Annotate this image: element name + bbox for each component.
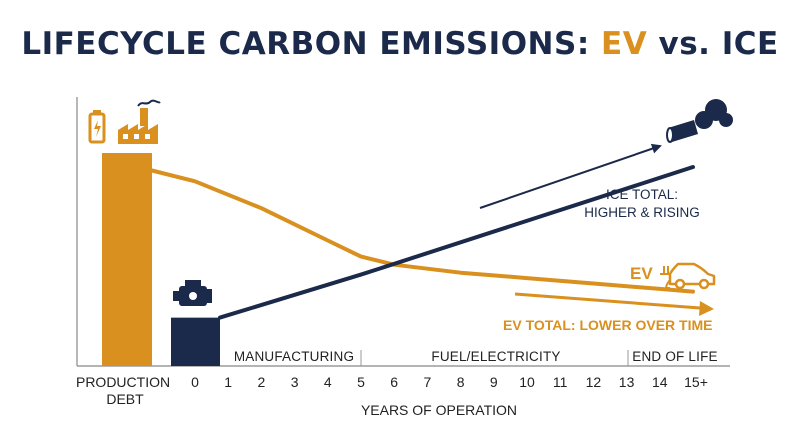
production-debt-label: PRODUCTION DEBT — [76, 374, 174, 407]
chart-title: LIFECYCLE CARBON EMISSIONS: EV vs. ICE — [0, 26, 800, 62]
x-tick-label: 10 — [519, 374, 535, 390]
phase-label-end-of-life: END OF LIFE — [632, 349, 717, 364]
phase-label-fuel: FUEL/ELECTRICITY — [431, 349, 560, 364]
ice-total-label: ICE TOTAL: — [606, 187, 678, 202]
x-axis-title: YEARS OF OPERATION — [361, 402, 517, 418]
exhaust-smoke-icon — [666, 99, 733, 143]
ev-trend-arrow — [514, 292, 701, 310]
x-tick-label: 8 — [457, 374, 465, 390]
x-tick-label: 11 — [553, 374, 568, 390]
engine-icon — [173, 280, 212, 306]
x-tick-label: 14 — [652, 374, 668, 390]
phase-label-manufacturing: MANUFACTURING — [234, 349, 354, 364]
x-tick-label: 0 — [191, 374, 199, 390]
title-rest: vs. ICE — [647, 26, 779, 62]
ice-production-bar — [171, 317, 220, 366]
ev-car-icon — [660, 262, 716, 290]
x-tick-label: 5 — [357, 374, 365, 390]
x-tick-label: 3 — [291, 374, 299, 390]
ice-total-sublabel: HIGHER & RISING — [584, 205, 700, 220]
ice-trend-arrow — [479, 143, 662, 209]
x-tick-labels: 0 1 2 3 4 5 6 7 8 9 10 11 12 13 14 15+ — [191, 374, 708, 390]
x-tick-label: 6 — [390, 374, 398, 390]
x-tick-label: 15+ — [684, 374, 708, 390]
x-tick-label: 1 — [224, 374, 232, 390]
x-tick-label: 7 — [424, 374, 432, 390]
ev-production-bar — [102, 153, 152, 366]
x-tick-label: 13 — [619, 374, 635, 390]
ev-label: EV — [630, 264, 653, 283]
factory-icon — [118, 99, 161, 144]
ev-trend-arrowhead — [699, 301, 714, 316]
x-tick-label: 9 — [490, 374, 498, 390]
title-main: LIFECYCLE CARBON EMISSIONS: — [21, 26, 602, 62]
battery-icon — [88, 110, 106, 144]
x-tick-label: 2 — [258, 374, 266, 390]
ice-emissions-line — [218, 165, 695, 320]
ev-total-label: EV TOTAL: LOWER OVER TIME — [503, 317, 712, 333]
title-ev: EV — [601, 26, 648, 62]
x-tick-label: 4 — [324, 374, 332, 390]
x-tick-label: 12 — [586, 374, 602, 390]
